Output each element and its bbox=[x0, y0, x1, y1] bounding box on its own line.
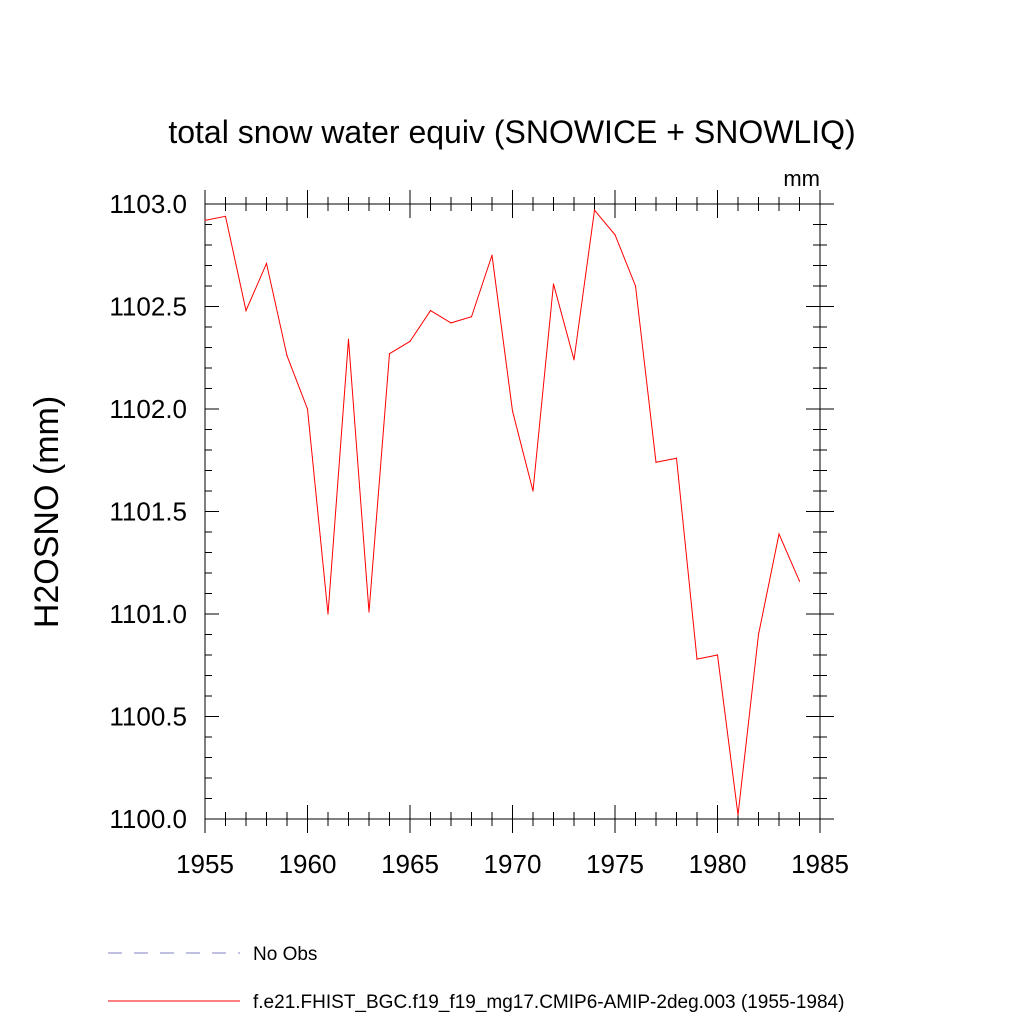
data-point bbox=[675, 457, 678, 459]
series-line bbox=[204, 208, 800, 815]
data-point bbox=[368, 611, 370, 613]
data-point bbox=[511, 410, 514, 412]
legend-label-no-obs: No Obs bbox=[253, 944, 317, 965]
y-tick-label: 1102.0 bbox=[109, 394, 187, 424]
y-axis-label: H2OSNO (mm) bbox=[28, 396, 66, 628]
legend-label-model-run: f.e21.FHIST_BGC.f19_f19_mg17.CMIP6-AMIP-… bbox=[253, 992, 844, 1013]
data-point bbox=[696, 658, 698, 660]
y-tick-label: 1103.0 bbox=[109, 189, 187, 219]
x-tick-label: 1955 bbox=[176, 849, 234, 879]
plot-frame bbox=[204, 203, 821, 820]
data-point bbox=[306, 408, 309, 410]
major-ticks bbox=[204, 190, 834, 833]
data-point bbox=[737, 814, 739, 816]
data-point bbox=[532, 490, 534, 492]
y-tick-label: 1101.0 bbox=[109, 599, 187, 629]
data-point bbox=[265, 262, 268, 265]
y-tick-label: 1100.5 bbox=[109, 702, 187, 732]
x-tick-label: 1975 bbox=[586, 849, 644, 879]
chart-title: total snow water equiv (SNOWICE + SNOWLI… bbox=[168, 114, 855, 150]
y-tick-label: 1100.0 bbox=[109, 804, 187, 834]
data-point bbox=[224, 215, 227, 217]
data-point bbox=[491, 254, 493, 256]
data-point bbox=[757, 633, 760, 636]
y-tick-label: 1102.5 bbox=[109, 292, 187, 322]
data-point bbox=[429, 310, 432, 312]
data-point bbox=[655, 461, 657, 463]
x-tick-labels: 1955 1960 1965 1970 1975 1980 1985 bbox=[176, 849, 849, 879]
data-point bbox=[388, 353, 391, 355]
data-point bbox=[573, 359, 575, 361]
chart-units: mm bbox=[783, 166, 820, 191]
x-tick-label: 1965 bbox=[381, 849, 439, 879]
y-tick-labels: 1100.0 1100.5 1101.0 1101.5 1102.0 1102.5 1103… bbox=[109, 189, 187, 834]
data-point bbox=[204, 219, 206, 221]
data-point bbox=[778, 533, 780, 535]
data-point bbox=[327, 613, 329, 615]
x-tick-label: 1980 bbox=[689, 849, 747, 879]
data-point bbox=[634, 285, 637, 287]
data-point bbox=[245, 310, 247, 312]
data-point bbox=[450, 322, 452, 324]
data-point bbox=[409, 340, 411, 342]
data-point bbox=[286, 355, 288, 357]
x-tick-label: 1960 bbox=[279, 849, 337, 879]
data-point bbox=[798, 580, 801, 582]
legend: No Obs f.e21.FHIST_BGC.f19_f19_mg17.CMIP… bbox=[108, 944, 844, 1013]
data-point bbox=[614, 234, 616, 236]
data-points bbox=[204, 209, 801, 816]
x-tick-label: 1985 bbox=[791, 849, 849, 879]
data-point bbox=[347, 338, 350, 340]
data-point bbox=[716, 654, 719, 656]
y-tick-label: 1101.5 bbox=[109, 497, 187, 527]
data-point bbox=[593, 209, 596, 211]
x-tick-label: 1970 bbox=[484, 849, 542, 879]
minor-ticks bbox=[205, 197, 827, 826]
data-point bbox=[470, 316, 473, 318]
data-point bbox=[552, 283, 555, 285]
